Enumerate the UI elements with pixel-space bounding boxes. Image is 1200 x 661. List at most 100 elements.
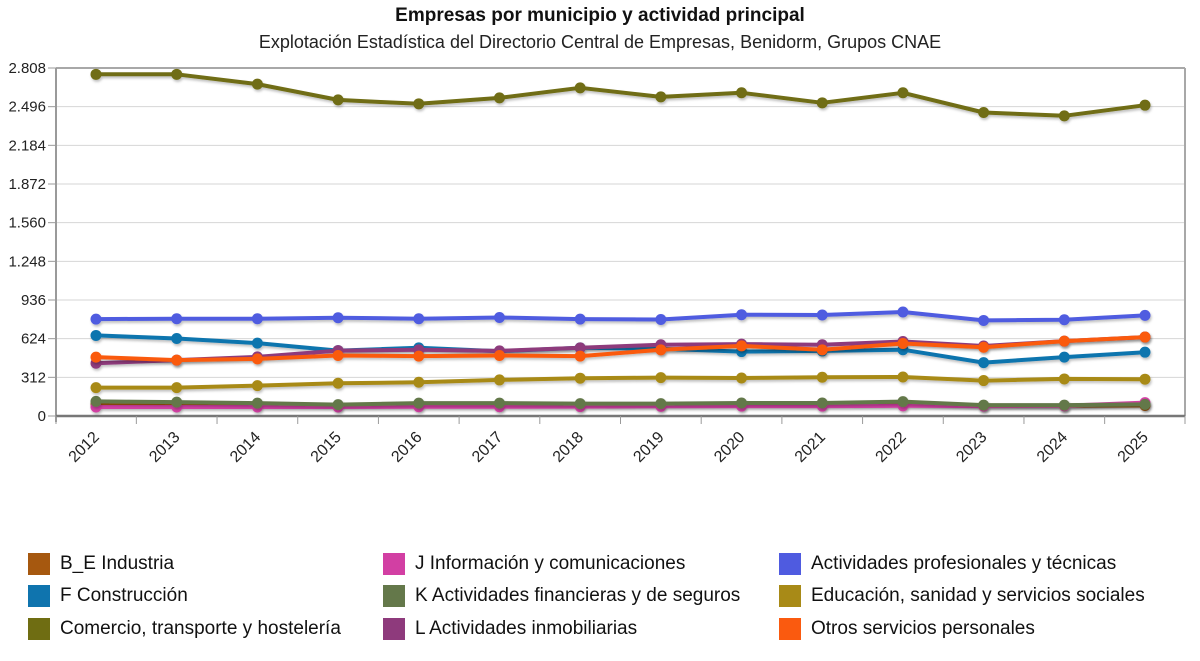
data-point[interactable] (1058, 351, 1070, 363)
legend-item[interactable]: J Información y comunicaciones (383, 553, 685, 575)
data-point[interactable] (251, 353, 263, 365)
data-point[interactable] (897, 306, 909, 318)
legend-label: Actividades profesionales y técnicas (811, 553, 1117, 574)
data-point[interactable] (655, 344, 667, 356)
data-point[interactable] (655, 398, 667, 410)
data-point[interactable] (574, 372, 586, 384)
data-point[interactable] (1058, 110, 1070, 122)
y-tick-label: 2.184 (8, 137, 46, 154)
data-point[interactable] (816, 97, 828, 109)
data-point[interactable] (171, 382, 183, 394)
legend-item[interactable]: Otros servicios personales (779, 618, 1035, 640)
chart-legend: B_E Industria F Construcción Comercio, tra… (0, 550, 1200, 660)
legend-item[interactable]: Comercio, transporte y hostelería (28, 618, 341, 640)
data-point[interactable] (1139, 398, 1151, 410)
data-point[interactable] (897, 87, 909, 99)
data-point[interactable] (736, 309, 748, 321)
data-point[interactable] (90, 351, 102, 363)
data-point[interactable] (655, 372, 667, 384)
legend-label: L Actividades inmobiliarias (415, 618, 638, 639)
data-point[interactable] (90, 313, 102, 325)
legend-item[interactable]: K Actividades financieras y de seguros (383, 585, 740, 607)
data-point[interactable] (171, 68, 183, 80)
data-point[interactable] (332, 94, 344, 106)
data-point[interactable] (493, 92, 505, 104)
data-point[interactable] (1139, 99, 1151, 111)
x-tick-label: 2022 (873, 429, 910, 466)
data-point[interactable] (574, 313, 586, 325)
data-point[interactable] (413, 98, 425, 110)
y-tick-label: 936 (21, 292, 46, 309)
data-point[interactable] (493, 397, 505, 409)
legend-item[interactable]: L Actividades inmobiliarias (383, 618, 637, 640)
data-point[interactable] (1058, 373, 1070, 385)
data-point[interactable] (90, 68, 102, 80)
series-educaci-n-sanidad-y-servicios-sociales (90, 371, 1151, 394)
data-point[interactable] (816, 344, 828, 356)
data-point[interactable] (978, 341, 990, 353)
x-axis-tick-labels: 2012 2013 2014 2015 2016 2017 2018 2019 2020 2021… (66, 429, 1152, 466)
data-point[interactable] (1058, 399, 1070, 411)
data-point[interactable] (574, 342, 586, 354)
data-point[interactable] (816, 371, 828, 383)
data-point[interactable] (1139, 373, 1151, 385)
data-point[interactable] (1139, 331, 1151, 343)
data-point[interactable] (171, 313, 183, 325)
x-tick-label: 2025 (1115, 429, 1152, 466)
legend-item[interactable]: Educación, sanidad y servicios sociales (779, 585, 1145, 607)
legend-item[interactable]: B_E Industria (28, 553, 174, 575)
data-point[interactable] (897, 371, 909, 383)
data-point[interactable] (574, 82, 586, 94)
data-point[interactable] (897, 338, 909, 349)
data-point[interactable] (332, 312, 344, 324)
data-point[interactable] (332, 350, 344, 362)
data-point[interactable] (251, 78, 263, 90)
data-point[interactable] (332, 399, 344, 411)
data-point[interactable] (493, 311, 505, 323)
data-point[interactable] (1139, 346, 1151, 358)
y-tick-label: 1.872 (8, 176, 46, 193)
data-point[interactable] (493, 350, 505, 362)
data-point[interactable] (251, 380, 263, 392)
data-point[interactable] (251, 337, 263, 349)
data-point[interactable] (171, 354, 183, 366)
chart-title: Empresas por municipio y actividad princ… (395, 5, 805, 26)
data-point[interactable] (171, 396, 183, 408)
data-point[interactable] (736, 372, 748, 384)
legend-item[interactable]: F Construcción (28, 585, 188, 607)
data-point[interactable] (90, 329, 102, 341)
data-point[interactable] (413, 376, 425, 388)
data-point[interactable] (655, 313, 667, 325)
data-point[interactable] (736, 397, 748, 409)
legend-item[interactable]: Actividades profesionales y técnicas (779, 553, 1116, 575)
data-point[interactable] (655, 91, 667, 103)
data-point[interactable] (171, 333, 183, 345)
data-point[interactable] (816, 397, 828, 409)
data-point[interactable] (978, 357, 990, 369)
data-point[interactable] (413, 350, 425, 362)
data-point[interactable] (978, 106, 990, 118)
x-tick-label: 2017 (469, 429, 506, 466)
data-point[interactable] (816, 309, 828, 321)
data-point[interactable] (1139, 309, 1151, 321)
data-point[interactable] (493, 374, 505, 386)
data-point[interactable] (1058, 335, 1070, 347)
data-point[interactable] (332, 377, 344, 389)
data-point[interactable] (251, 397, 263, 409)
data-point[interactable] (574, 350, 586, 362)
legend-swatch (779, 553, 801, 575)
series-comercio-transporte-y-hosteler-a (90, 68, 1151, 122)
data-point[interactable] (574, 398, 586, 410)
data-point[interactable] (736, 340, 748, 352)
data-point[interactable] (90, 382, 102, 394)
data-point[interactable] (251, 313, 263, 325)
data-point[interactable] (90, 395, 102, 407)
data-point[interactable] (978, 375, 990, 387)
data-point[interactable] (978, 399, 990, 411)
data-point[interactable] (736, 87, 748, 99)
data-point[interactable] (897, 396, 909, 408)
data-point[interactable] (978, 314, 990, 326)
data-point[interactable] (413, 313, 425, 325)
data-point[interactable] (413, 397, 425, 409)
data-point[interactable] (1058, 314, 1070, 326)
